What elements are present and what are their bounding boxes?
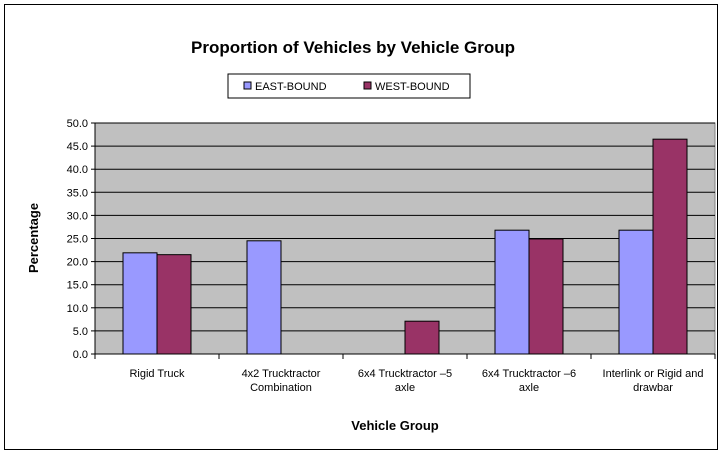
legend-label: WEST-BOUND xyxy=(375,81,450,93)
bar-east-bound xyxy=(494,229,530,355)
y-tick-label: 10.0 xyxy=(67,303,88,315)
y-tick-label: 35.0 xyxy=(67,187,88,199)
x-category-label: 6x4 Trucktractor –5 xyxy=(358,368,452,380)
y-tick-label: 5.0 xyxy=(73,326,88,338)
y-axis-title: Percentage xyxy=(26,203,41,273)
x-category-label: Rigid Truck xyxy=(129,368,185,380)
y-tick-label: 15.0 xyxy=(67,280,88,292)
y-tick-label: 25.0 xyxy=(67,234,88,246)
legend: EAST-BOUND WEST-BOUND xyxy=(227,73,471,99)
legend-box xyxy=(227,73,471,99)
y-tick-label: 40.0 xyxy=(67,164,88,176)
chart-title: Proportion of Vehicles by Vehicle Group xyxy=(191,38,515,57)
x-axis-categories: Rigid Truck 4x2 Trucktractor Combination 6x… xyxy=(94,354,716,394)
bar-east-bound xyxy=(246,240,282,355)
bar-east-bound xyxy=(618,229,654,355)
y-axis-ticks: 0.0 5.0 10.0 15.0 20.0 25.0 30.0 35.0 40.0 45.0 50… xyxy=(67,118,95,361)
x-category-label: Combination xyxy=(250,382,312,394)
x-axis-title: Vehicle Group xyxy=(351,418,438,433)
bar-west-bound xyxy=(156,254,192,355)
x-category-label: 6x4 Trucktractor –6 xyxy=(482,368,576,380)
bars xyxy=(122,138,688,355)
y-tick-label: 0.0 xyxy=(73,349,88,361)
legend-swatch xyxy=(363,81,372,90)
x-category-label: axle xyxy=(395,382,415,394)
bar-west-bound xyxy=(528,238,564,355)
x-category-label: 4x2 Trucktractor xyxy=(242,368,321,380)
y-tick-label: 20.0 xyxy=(67,257,88,269)
y-tick-label: 45.0 xyxy=(67,141,88,153)
x-category-label: axle xyxy=(519,382,539,394)
y-tick-label: 50.0 xyxy=(67,118,88,130)
bar-west-bound xyxy=(404,320,440,355)
x-category-label: drawbar xyxy=(633,382,673,394)
y-tick-label: 30.0 xyxy=(67,210,88,222)
x-category-label: Interlink or Rigid and xyxy=(603,368,704,380)
bar-east-bound xyxy=(122,252,158,355)
legend-label: EAST-BOUND xyxy=(255,81,327,93)
bar-west-bound xyxy=(652,138,688,355)
legend-swatch xyxy=(243,81,252,90)
